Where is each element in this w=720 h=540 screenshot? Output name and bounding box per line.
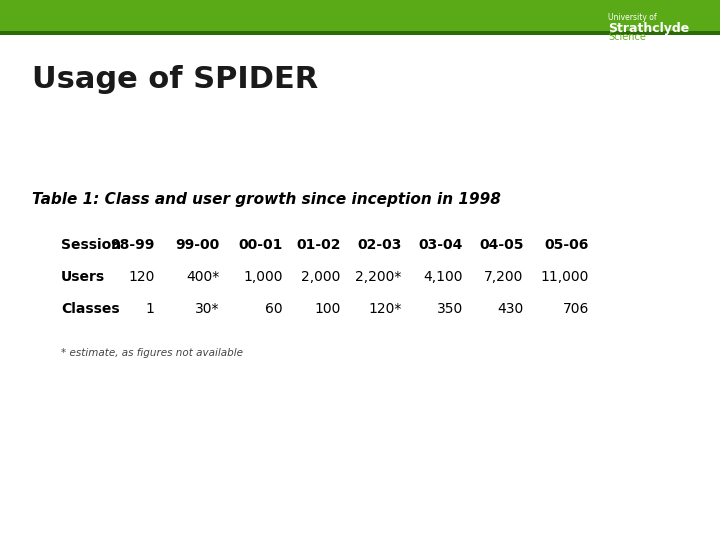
Text: 120: 120 (128, 270, 155, 284)
Text: University of: University of (608, 14, 657, 23)
Text: 4,100: 4,100 (423, 270, 463, 284)
Text: 706: 706 (562, 302, 589, 316)
Text: 03-04: 03-04 (418, 238, 463, 252)
Text: * estimate, as figures not available: * estimate, as figures not available (61, 348, 243, 359)
Text: 100: 100 (314, 302, 341, 316)
Text: 1,000: 1,000 (243, 270, 283, 284)
Text: 00-01: 00-01 (238, 238, 283, 252)
Text: 02-03: 02-03 (357, 238, 402, 252)
Bar (0, 0, 720, 35)
Text: 05-06: 05-06 (544, 238, 589, 252)
Text: 11,000: 11,000 (541, 270, 589, 284)
Text: Strathclyde: Strathclyde (608, 22, 690, 35)
Text: 1: 1 (146, 302, 155, 316)
Text: 30*: 30* (195, 302, 220, 316)
Text: 400*: 400* (186, 270, 220, 284)
Text: 7,200: 7,200 (484, 270, 523, 284)
Text: 01-02: 01-02 (296, 238, 341, 252)
Text: Science: Science (608, 32, 647, 43)
Text: 2,200*: 2,200* (356, 270, 402, 284)
Text: Classes: Classes (61, 302, 120, 316)
Text: Usage of SPIDER: Usage of SPIDER (32, 65, 319, 94)
Text: Users: Users (61, 270, 105, 284)
Text: 98-99: 98-99 (110, 238, 155, 252)
Text: 04-05: 04-05 (479, 238, 523, 252)
Text: 430: 430 (498, 302, 523, 316)
Text: 99-00: 99-00 (176, 238, 220, 252)
Text: 60: 60 (266, 302, 283, 316)
Text: Session: Session (61, 238, 122, 252)
Bar (0, 31, 720, 35)
Text: 2,000: 2,000 (301, 270, 341, 284)
Text: 350: 350 (437, 302, 463, 316)
Text: Table 1: Class and user growth since inception in 1998: Table 1: Class and user growth since inc… (32, 192, 501, 207)
Text: 120*: 120* (369, 302, 402, 316)
